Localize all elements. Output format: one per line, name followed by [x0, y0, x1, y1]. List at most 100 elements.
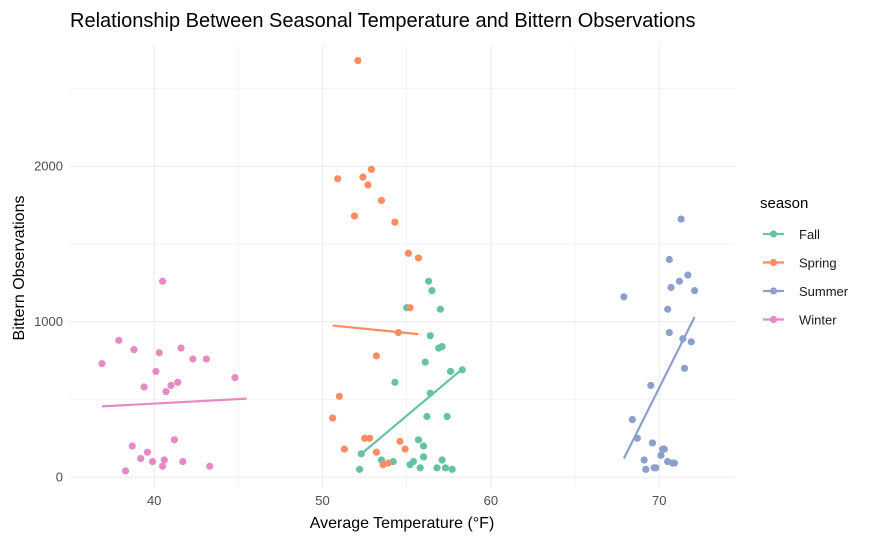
point-fall	[391, 378, 399, 386]
x-axis-title: Average Temperature (°F)	[310, 515, 495, 532]
point-spring	[372, 352, 381, 360]
point-fall	[414, 436, 423, 444]
point-spring	[396, 437, 404, 445]
point-summer	[620, 293, 628, 301]
point-summer	[633, 434, 641, 442]
point-summer	[679, 335, 687, 343]
legend-key-point-winter	[769, 315, 778, 324]
trend-line-fall	[358, 368, 463, 457]
point-summer	[665, 255, 673, 264]
point-fall	[421, 358, 429, 366]
point-summer	[664, 305, 672, 313]
point-spring	[394, 328, 402, 337]
point-winter	[206, 462, 214, 470]
point-winter	[155, 349, 163, 357]
point-fall	[448, 465, 456, 473]
point-spring	[340, 445, 349, 453]
point-winter	[148, 457, 157, 466]
point-winter	[174, 378, 182, 386]
y-tick-label: 0	[56, 470, 63, 485]
x-tick-label: 40	[147, 493, 161, 508]
point-winter	[162, 388, 170, 396]
point-winter	[170, 436, 178, 444]
legend-label-winter: Winter	[799, 313, 837, 328]
point-winter	[98, 360, 106, 368]
point-winter	[189, 355, 197, 363]
point-summer	[652, 464, 660, 472]
grid	[70, 45, 735, 488]
point-winter	[167, 381, 175, 390]
point-summer	[675, 277, 684, 285]
point-summer	[642, 465, 650, 473]
point-summer	[647, 381, 655, 390]
point-summer	[670, 459, 678, 467]
point-spring	[334, 175, 342, 183]
point-fall	[443, 412, 451, 421]
point-spring	[359, 173, 367, 181]
point-spring	[401, 445, 409, 453]
point-fall	[409, 457, 418, 466]
x-tick-label: 60	[484, 493, 498, 508]
point-fall	[436, 305, 444, 313]
point-fall	[419, 442, 428, 450]
point-spring	[361, 434, 369, 442]
point-fall	[441, 464, 450, 472]
point-summer	[628, 416, 636, 424]
legend-key-point-spring	[769, 258, 778, 267]
point-winter	[202, 355, 210, 363]
point-winter	[115, 336, 123, 344]
y-tick-label: 2000	[34, 159, 63, 174]
point-spring	[391, 218, 399, 226]
point-winter	[231, 374, 239, 382]
legend-key-point-summer	[769, 287, 778, 295]
y-tick-label: 1000	[34, 314, 63, 329]
point-fall	[426, 389, 434, 397]
point-winter	[130, 346, 138, 354]
point-spring	[406, 304, 414, 312]
point-summer	[660, 445, 668, 453]
point-fall	[355, 465, 364, 473]
point-fall	[438, 342, 446, 351]
point-winter	[158, 462, 167, 470]
legend: season Fall Spring Summer Winter	[760, 195, 849, 328]
point-spring	[367, 165, 375, 173]
point-fall	[428, 286, 436, 295]
point-summer	[690, 286, 699, 295]
point-fall	[419, 453, 428, 461]
point-summer	[680, 364, 689, 372]
point-summer	[667, 283, 675, 292]
point-winter	[179, 457, 187, 466]
point-spring	[366, 434, 374, 442]
x-tick-labels: 40 50 60 70	[147, 493, 667, 508]
y-axis-title: Bittern Observations	[11, 196, 28, 341]
point-spring	[372, 448, 381, 456]
point-winter	[160, 456, 168, 464]
chart-title: Relationship Between Seasonal Temperatur…	[70, 10, 696, 32]
point-fall	[424, 277, 433, 285]
point-summer	[657, 451, 665, 459]
point-summer	[687, 338, 695, 346]
x-tick-label: 70	[652, 493, 666, 508]
point-spring	[384, 459, 392, 467]
point-fall	[438, 456, 446, 464]
point-fall	[426, 332, 434, 340]
point-fall	[458, 366, 466, 374]
legend-label-spring: Spring	[799, 256, 837, 271]
point-winter	[158, 277, 167, 285]
point-winter	[143, 448, 152, 456]
point-summer	[684, 271, 692, 279]
point-winter	[177, 344, 185, 352]
trend-line-winter	[101, 397, 247, 408]
y-tick-labels: 0 1000 2000	[34, 159, 63, 485]
point-summer	[677, 215, 685, 223]
point-winter	[152, 367, 160, 376]
point-spring	[350, 212, 359, 220]
legend-key-point-fall	[769, 230, 778, 238]
trend-lines	[101, 316, 696, 459]
point-spring	[414, 254, 423, 262]
legend-label-summer: Summer	[799, 284, 849, 299]
point-winter	[121, 467, 130, 475]
point-winter	[128, 442, 136, 450]
point-fall	[446, 367, 455, 376]
